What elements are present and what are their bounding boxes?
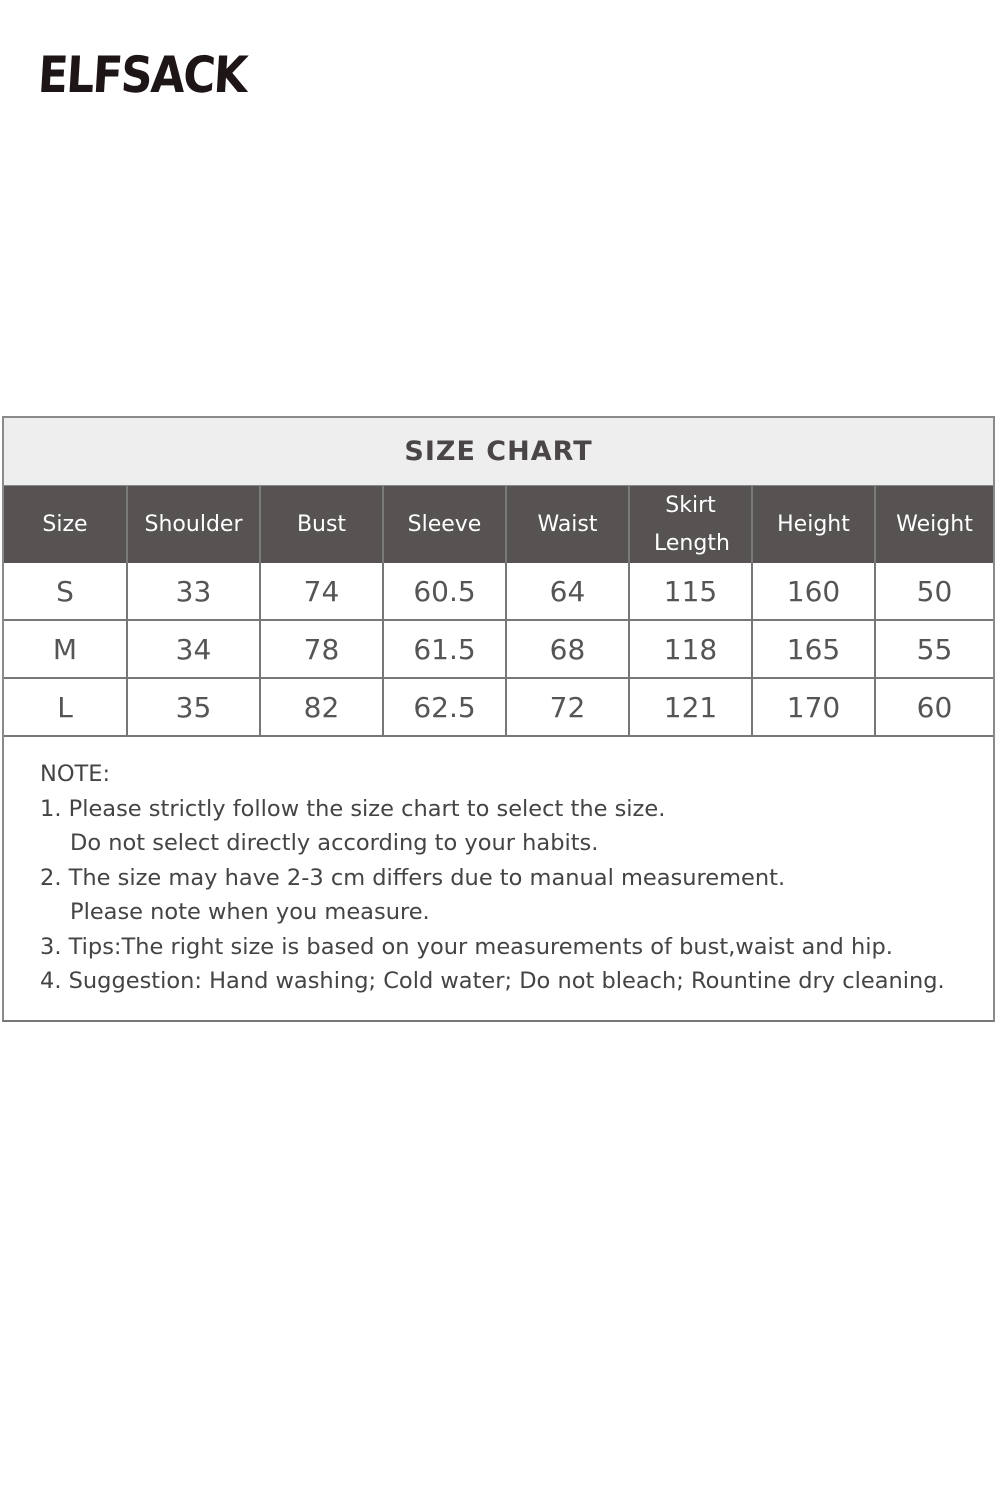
header-waist: Waist bbox=[506, 486, 630, 563]
note-line: 4. Suggestion: Hand washing; Cold water;… bbox=[40, 968, 945, 994]
table-header-row: Size Shoulder Bust Sleeve Waist Skirt Le… bbox=[4, 486, 993, 563]
table-cell: 64 bbox=[506, 563, 630, 621]
note-line: 3. Tips:The right size is based on your … bbox=[40, 933, 893, 960]
table-cell: 165 bbox=[752, 620, 876, 679]
table-cell: 35 bbox=[127, 678, 261, 737]
table-cell: 74 bbox=[260, 563, 384, 621]
table-cell: L bbox=[4, 678, 128, 737]
size-table: Size Shoulder Bust Sleeve Waist Skirt Le… bbox=[4, 486, 993, 737]
table-cell: 55 bbox=[875, 620, 993, 679]
note-line: 1. Please strictly follow the size chart… bbox=[40, 795, 666, 822]
size-chart-title: SIZE CHART bbox=[4, 418, 993, 486]
table-cell: 60.5 bbox=[383, 563, 507, 621]
header-bust: Bust bbox=[260, 486, 384, 563]
table-cell: 72 bbox=[506, 678, 630, 737]
table-cell: 170 bbox=[752, 678, 876, 737]
table-cell: 121 bbox=[629, 678, 753, 737]
table-cell: 33 bbox=[127, 563, 261, 621]
table-cell: 82 bbox=[260, 678, 384, 737]
brand-logo: ELFSACK bbox=[36, 46, 248, 104]
table-cell: M bbox=[4, 620, 128, 679]
note-line: 2. The size may have 2-3 cm differs due … bbox=[40, 864, 786, 891]
notes-heading: NOTE: bbox=[40, 761, 111, 787]
header-size: Size bbox=[4, 486, 128, 563]
header-shoulder: Shoulder bbox=[127, 486, 261, 563]
table-cell: 61.5 bbox=[383, 620, 507, 679]
header-weight: Weight bbox=[875, 486, 993, 563]
table-cell: 68 bbox=[506, 620, 630, 679]
table-row: M 34 78 61.5 68 118 165 55 bbox=[4, 620, 993, 679]
header-skirt-length: Skirt Length bbox=[629, 486, 753, 563]
table-cell: 115 bbox=[629, 563, 753, 621]
table-cell: 62.5 bbox=[383, 678, 507, 737]
table-row: S 33 74 60.5 64 115 160 50 bbox=[4, 563, 993, 621]
table-cell: 78 bbox=[260, 620, 384, 679]
table-cell: 160 bbox=[752, 563, 876, 621]
table-cell: 50 bbox=[875, 563, 993, 621]
header-sleeve: Sleeve bbox=[383, 486, 507, 563]
table-cell: S bbox=[4, 563, 128, 621]
notes: NOTE: 1. Please strictly follow the size… bbox=[4, 737, 993, 999]
table-cell: 34 bbox=[127, 620, 261, 679]
note-line: Please note when you measure. bbox=[70, 899, 430, 925]
header-height: Height bbox=[752, 486, 876, 563]
table-cell: 60 bbox=[875, 678, 993, 737]
note-line: Do not select directly according to your… bbox=[70, 830, 599, 856]
table-row: L 35 82 62.5 72 121 170 60 bbox=[4, 678, 993, 737]
size-chart: SIZE CHART Size Shoulder Bust Sleeve Wai… bbox=[2, 416, 995, 1022]
table-cell: 118 bbox=[629, 620, 753, 679]
